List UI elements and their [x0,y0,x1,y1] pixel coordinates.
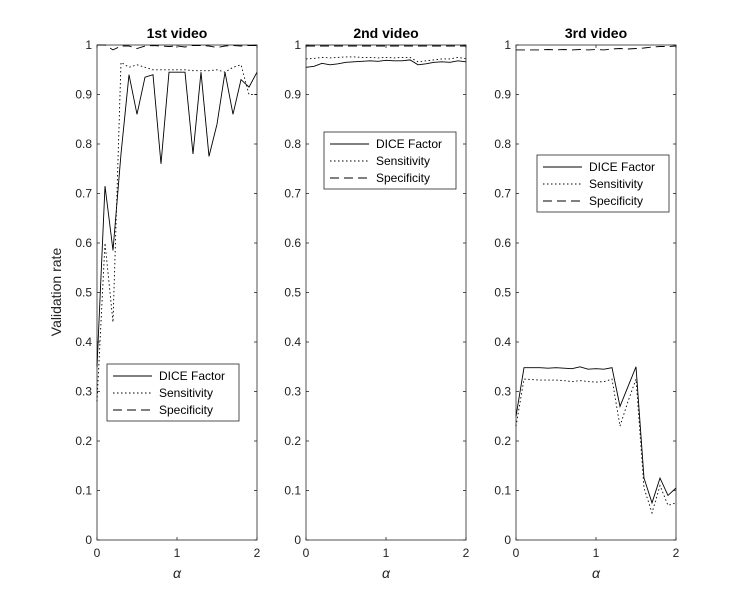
chart-title: 3rd video [565,25,627,41]
x-tick-label: 2 [463,546,470,560]
y-tick-label: 0 [85,533,92,547]
y-tick-label: 0 [294,533,301,547]
x-axis-label: α [592,565,601,581]
chart-panel-3: 3rd video 0 0.1 0.2 0.3 0.4 0.5 0.6 0.7 0.8 0.9 1 0 1… [494,25,679,581]
y-tick-label: 0.8 [284,137,301,151]
legend-label: Sensitivity [159,386,213,400]
y-tick-label: 0.9 [75,88,92,102]
panels: 1st video 0 0.1 0.2 0.3 0.4 0.5 0.6 0.7 0.8 0.9 1 0 1… [75,25,679,581]
series-line-specificity [97,44,257,51]
y-tick-label: 0.5 [75,286,92,300]
legend-label: Sensitivity [589,177,643,191]
legend-label: Sensitivity [376,154,430,168]
series-line-dice-factor [305,59,467,68]
y-tick-label: 0.7 [494,187,511,201]
figure-ylabel: Validation rate [48,248,64,337]
x-tick-label: 0 [303,546,310,560]
plot-area [515,44,677,541]
y-tick-label: 0.9 [284,88,301,102]
y-tick-label: 0.8 [494,137,511,151]
series-line-dice-factor [515,366,677,505]
chart-panel-1: 1st video 0 0.1 0.2 0.3 0.4 0.5 0.6 0.7 0.8 0.9 1 0 1… [75,25,260,581]
y-tick-label: 0.1 [494,484,511,498]
y-tick-label: 0.7 [75,187,92,201]
y-tick-label: 0.3 [284,385,301,399]
y-tick-label: 1 [504,38,511,52]
y-tick-label: 0.3 [75,385,92,399]
plot-area [96,44,258,541]
x-tick-label: 1 [174,546,181,560]
y-tick-label: 1 [85,38,92,52]
y-tick-label: 0.2 [494,434,511,448]
x-axis-label: α [173,565,182,581]
legend-box [323,131,457,190]
legend-label: Specificity [159,403,213,417]
x-tick-label: 1 [593,546,600,560]
plot-area [305,44,467,541]
y-tick-label: 0.4 [284,335,301,349]
y-tick-label: 0 [504,533,511,547]
y-tick-label: 0.5 [494,286,511,300]
x-axis-label: α [382,565,391,581]
legend: DICE Factor Sensitivity Specificity [323,131,457,190]
x-tick-label: 0 [513,546,520,560]
x-tick-label: 2 [673,546,680,560]
y-tick-label: 0.6 [75,236,92,250]
y-tick-label: 0.6 [494,236,511,250]
y-tick-label: 1 [294,38,301,52]
x-tick-label: 2 [254,546,261,560]
series-line-dice-factor [96,71,258,367]
y-tick-label: 0.1 [75,484,92,498]
series-line-sensitivity [515,378,677,515]
chart-panel-2: 2nd video 0 0.1 0.2 0.3 0.4 0.5 0.6 0.7 0.8 0.9 1 0 1… [284,25,469,581]
legend-label: DICE Factor [376,137,442,151]
legend-label: DICE Factor [589,160,655,174]
y-tick-label: 0.7 [284,187,301,201]
legend: DICE Factor Sensitivity Specificity [536,154,670,213]
y-tick-label: 0.2 [284,434,301,448]
y-tick-label: 0.3 [494,385,511,399]
legend-label: DICE Factor [159,369,225,383]
legend-box [536,154,670,213]
y-tick-label: 0.6 [284,236,301,250]
series-line-sensitivity [305,56,467,63]
y-tick-label: 0.1 [284,484,301,498]
legend-label: Specificity [376,171,430,185]
series-line-specificity [516,45,677,51]
legend-label: Specificity [589,194,643,208]
x-tick-label: 0 [94,546,101,560]
chart-title: 2nd video [353,25,418,41]
chart-title: 1st video [147,25,208,41]
y-tick-label: 0.4 [75,335,92,349]
legend-box [106,363,240,422]
y-tick-label: 0.4 [494,335,511,349]
y-tick-label: 0.9 [494,88,511,102]
legend: DICE Factor Sensitivity Specificity [106,363,240,422]
y-tick-label: 0.8 [75,137,92,151]
series-line-sensitivity [96,61,257,402]
y-tick-label: 0.2 [75,434,92,448]
y-tick-label: 0.5 [284,286,301,300]
x-tick-label: 1 [383,546,390,560]
